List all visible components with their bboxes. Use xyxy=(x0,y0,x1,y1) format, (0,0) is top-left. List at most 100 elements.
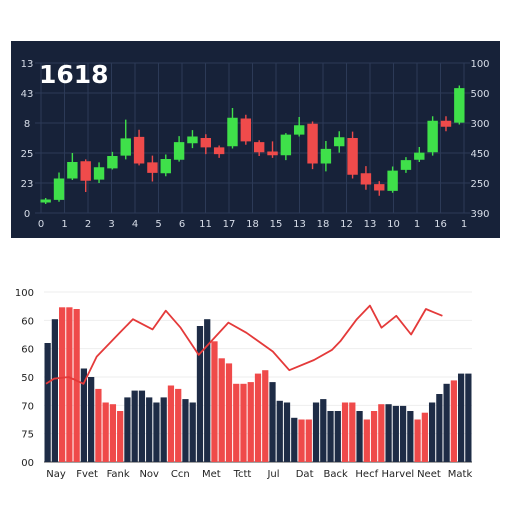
bar-dark xyxy=(436,394,443,462)
candlestick-chart-panel: 13 43 8 25 23 0 100 500 300 450 250 390 0 1 2 3 4 5 6 11 17 1… xyxy=(11,41,500,238)
candle-down xyxy=(80,161,91,181)
bar-red xyxy=(262,370,269,462)
bar-dark xyxy=(138,390,146,462)
y-tick-label: 75 xyxy=(21,430,34,441)
x-tick-label: 15 xyxy=(270,219,283,230)
x-tick-label: 2 xyxy=(85,219,91,230)
trend-line xyxy=(45,304,443,385)
candle-down xyxy=(267,151,278,156)
right-tick-label: 100 xyxy=(470,59,489,70)
bar-red xyxy=(102,402,109,462)
x-tick-label: Harvel xyxy=(382,469,415,480)
bar-dark xyxy=(196,326,204,462)
bar-red xyxy=(95,388,102,462)
bar-red xyxy=(233,383,240,462)
left-tick-label: 23 xyxy=(21,179,34,190)
candle-up xyxy=(53,178,65,200)
x-tick-label: Nov xyxy=(139,469,159,480)
candle-down xyxy=(374,184,385,191)
right-tick-label: 250 xyxy=(470,179,489,190)
x-tick-label: 10 xyxy=(387,219,400,230)
candle-up xyxy=(280,134,292,156)
candle-up xyxy=(320,148,332,164)
candles-group xyxy=(40,85,465,204)
right-tick-label: 500 xyxy=(470,89,489,100)
x-tick-label: Fvet xyxy=(76,469,98,480)
candle-up xyxy=(120,138,131,156)
bar-red xyxy=(117,411,124,462)
bar-red xyxy=(73,309,80,462)
x-tick-label: 18 xyxy=(246,219,259,230)
bar-dark xyxy=(320,399,327,462)
bar-dark xyxy=(276,400,283,462)
candle-down xyxy=(360,173,372,185)
candle-down xyxy=(147,162,158,173)
bar-dark xyxy=(356,411,363,462)
x-tick-label: Jul xyxy=(266,469,279,480)
bar-dark xyxy=(465,373,472,462)
x-tick-label: Nay xyxy=(46,469,66,480)
bar-line-chart: 100 60 60 50 70 75 00 Nay Fvet Fank Nov Ccn Met Tctt J… xyxy=(15,288,473,480)
candle-down xyxy=(253,142,265,153)
bar-red xyxy=(167,385,175,462)
candle-up xyxy=(387,170,398,191)
bar-red xyxy=(59,307,66,462)
bar-red xyxy=(450,380,457,462)
bar-red xyxy=(349,402,356,462)
bar-line-chart-panel: 100 60 60 50 70 75 00 Nay Fvet Fank Nov Ccn Met Tctt J… xyxy=(0,270,512,510)
x-tick-label: 18 xyxy=(317,219,330,230)
bar-red xyxy=(298,419,305,462)
bar-dark xyxy=(399,405,407,462)
x-tick-label: 13 xyxy=(293,219,306,230)
bar-red xyxy=(421,412,428,462)
candle-up xyxy=(107,156,118,169)
candle-up xyxy=(187,136,198,144)
bar-dark xyxy=(204,319,211,462)
right-tick-label: 390 xyxy=(470,209,489,220)
x-tick-label: 1 xyxy=(414,219,420,230)
bar-dark xyxy=(189,402,196,462)
y-tick-label: 60 xyxy=(21,345,34,356)
y-tick-label: 00 xyxy=(21,458,34,469)
bar-dark xyxy=(44,343,51,462)
x-tick-label: 1 xyxy=(461,219,467,230)
bar-red xyxy=(218,358,225,462)
candle-up xyxy=(427,120,438,153)
bar-dark xyxy=(80,368,88,462)
candle-up xyxy=(40,199,51,203)
trend-line-group xyxy=(45,304,443,385)
bar-dark xyxy=(269,382,276,462)
bar-dark xyxy=(327,411,334,462)
candle-up xyxy=(173,142,185,160)
x-tick-label: 3 xyxy=(108,219,114,230)
bar-dark xyxy=(457,373,465,462)
axis-labels: 100 60 60 50 70 75 00 Nay Fvet Fank Nov Ccn Met Tctt J… xyxy=(15,288,473,480)
x-tick-label: 5 xyxy=(155,219,161,230)
x-tick-label: Neet xyxy=(417,469,441,480)
x-tick-label: 0 xyxy=(38,219,44,230)
candle-up xyxy=(414,152,425,160)
bar-red xyxy=(247,382,254,462)
left-tick-label: 13 xyxy=(21,59,34,70)
candle-down xyxy=(307,123,318,164)
x-tick-label: 16 xyxy=(434,219,447,230)
bar-red xyxy=(363,419,370,462)
bar-red xyxy=(240,383,247,462)
y-tick-label: 60 xyxy=(21,316,34,327)
x-tick-label: 12 xyxy=(340,219,353,230)
left-tick-label: 43 xyxy=(21,89,34,100)
bar-red xyxy=(66,307,73,462)
bar-dark xyxy=(283,402,291,462)
x-tick-label: 13 xyxy=(364,219,377,230)
bar-dark xyxy=(182,399,189,462)
y-tick-label: 50 xyxy=(21,373,34,384)
x-tick-label: Matk xyxy=(448,469,473,480)
x-tick-label: 1 xyxy=(61,219,67,230)
bar-dark xyxy=(131,390,138,462)
bar-dark xyxy=(428,402,436,462)
bar-red xyxy=(341,402,349,462)
left-tick-label: 8 xyxy=(24,119,30,130)
x-tick-label: Dat xyxy=(296,469,314,480)
